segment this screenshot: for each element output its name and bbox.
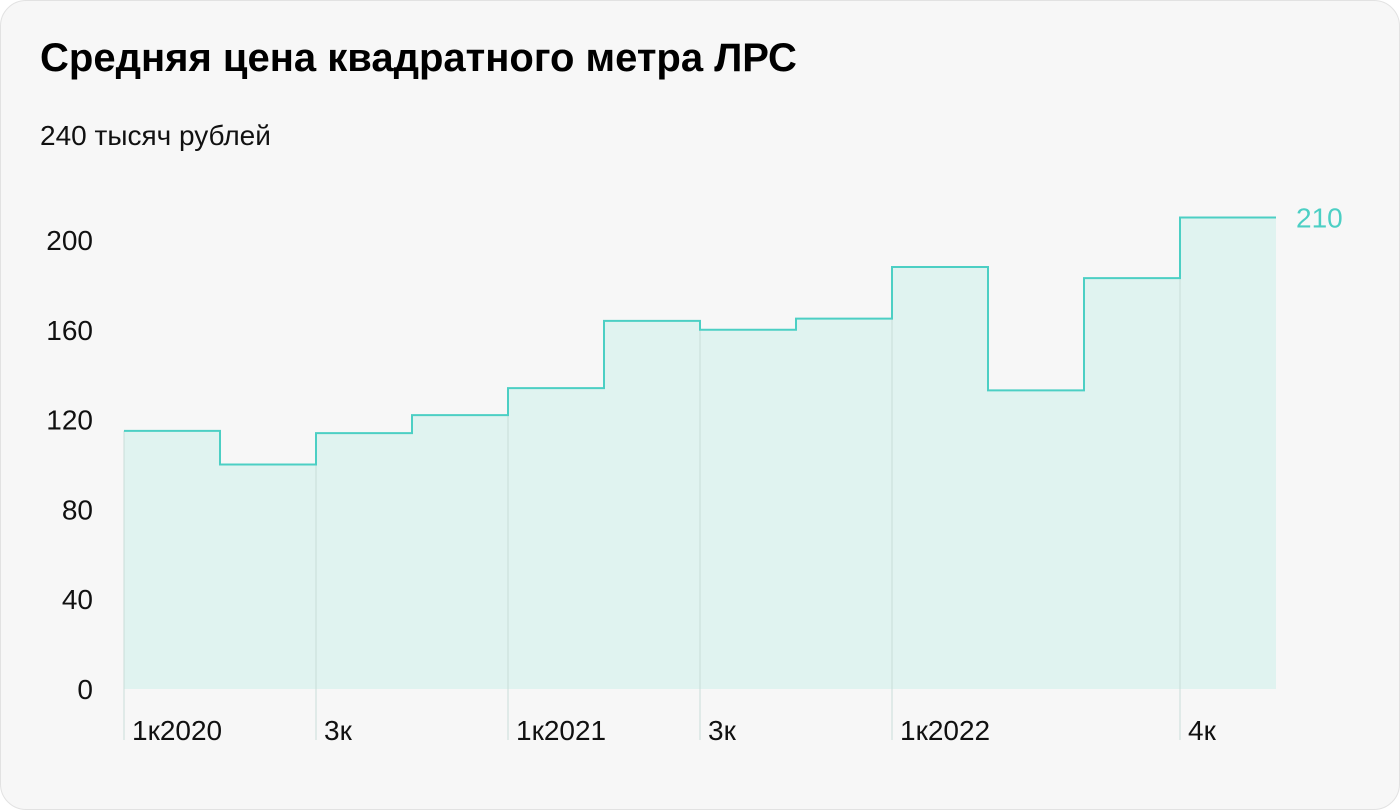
y-tick-label: 160 — [46, 315, 93, 346]
x-tick-label: 3к — [708, 715, 737, 746]
step-bar-2к2021 — [604, 321, 700, 689]
y-tick-label: 200 — [46, 225, 93, 256]
step-bar-4к2021 — [796, 319, 892, 689]
x-tick-label: 4к — [1188, 715, 1217, 746]
x-tick-label: 3к — [324, 715, 353, 746]
y-tick-label: 120 — [46, 405, 93, 436]
chart-title: Средняя цена квадратного метра ЛРС — [40, 36, 797, 80]
step-bar-1к2021 — [508, 388, 604, 689]
step-bar-4к2020 — [412, 415, 508, 689]
x-tick-label: 1к2021 — [516, 715, 606, 746]
x-tick-label: 1к2022 — [900, 715, 990, 746]
x-tick-label: 1к2020 — [132, 715, 222, 746]
y-axis-label: 240 тысяч рублей — [40, 120, 271, 151]
step-bar-3к2021 — [700, 330, 796, 689]
last-value-label: 210 — [1296, 203, 1343, 234]
step-bar-2к2022 — [988, 390, 1084, 689]
step-bar-4к2022 — [1180, 218, 1276, 689]
step-bar-3к2022 — [1084, 278, 1180, 689]
step-bar-3к2020 — [316, 433, 412, 689]
step-line-series — [124, 216, 1276, 466]
y-tick-label: 40 — [62, 584, 93, 615]
step-bar-2к2020 — [220, 465, 316, 690]
y-tick-label: 0 — [77, 674, 93, 705]
step-bar-1к2020 — [124, 431, 220, 689]
y-tick-label: 80 — [62, 494, 93, 525]
step-bar-1к2022 — [892, 267, 988, 689]
